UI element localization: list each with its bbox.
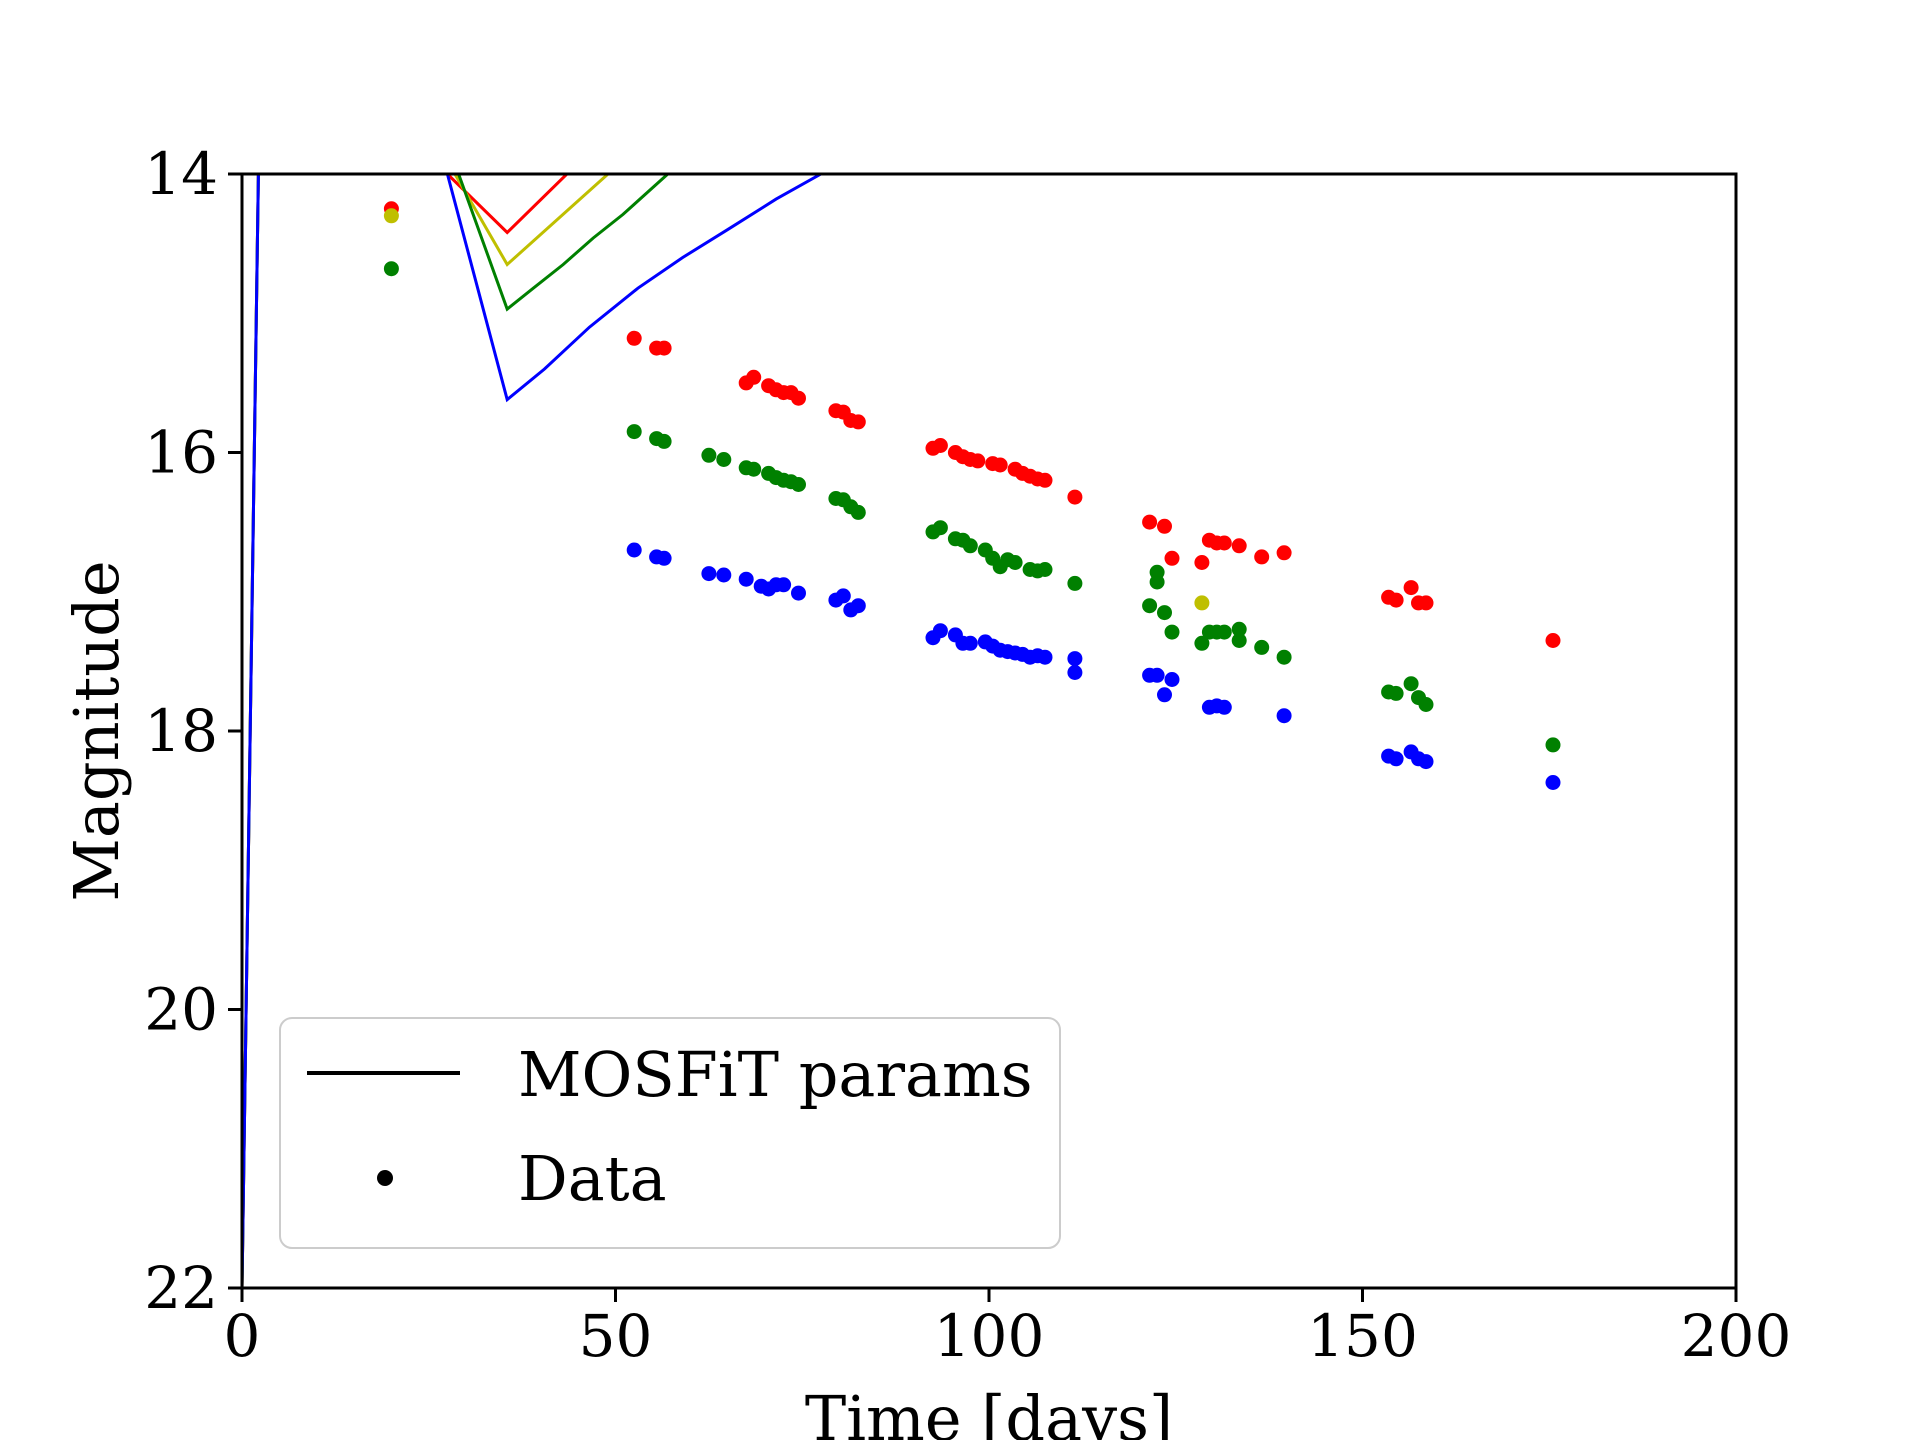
data-point-red [1403,580,1419,596]
data-point-blue [850,598,866,614]
data-point-green [1216,624,1232,640]
data-point-blue [1545,775,1561,790]
data-point-red [1037,472,1053,488]
data-point-red [1231,538,1247,554]
data-point-red [1194,555,1210,570]
data-point-yellow [383,208,399,224]
data-point-red [1142,514,1158,530]
legend-label-model: MOSFiT params [518,1038,1033,1111]
data-point-yellow [1194,595,1210,611]
x-tick-label: 50 [579,1302,653,1370]
data-point-red [1545,633,1561,648]
data-point-green [1545,737,1561,753]
data-point-green [1142,598,1158,614]
data-point-red [791,390,806,406]
data-point-green [656,433,672,449]
data-point-red [626,330,642,346]
data-point-red [1157,518,1172,534]
data-point-blue [738,571,754,587]
legend-dot-swatch [377,1170,393,1186]
data-point-green [791,477,806,492]
data-point-blue [1149,667,1165,683]
y-axis-title: Magnitude [60,560,133,901]
data-point-green [1067,575,1083,591]
x-axis: 0 50 100 150 200 [224,1288,1792,1370]
data-point-red [850,414,866,430]
data-point-green [1157,605,1172,621]
data-point-green [1254,639,1270,655]
data-point-green [1037,562,1053,577]
data-points [383,201,1561,790]
data-point-blue [1388,751,1404,767]
data-point-blue [1037,649,1053,665]
data-point-green [962,538,978,554]
legend: MOSFiT params Data [279,1017,1061,1249]
data-point-green [1149,564,1165,580]
data-point-blue [701,566,717,582]
y-tick-label: 16 [144,419,218,487]
data-point-green [383,261,399,277]
data-point-green [1164,624,1180,640]
data-point-red [1216,535,1232,551]
data-point-blue [1418,754,1434,770]
y-tick-label: 14 [144,140,218,208]
model-lines [242,174,822,1288]
data-point-blue [626,542,642,558]
data-point-blue [835,588,851,604]
data-point-green [1007,555,1023,570]
data-point-red [970,453,986,469]
data-point-blue [962,635,978,651]
data-point-blue [1216,699,1232,715]
data-point-green [1194,635,1210,651]
data-point-red [1276,545,1292,561]
y-axis: 14 16 18 20 22 [144,140,242,1322]
x-tick-label: 150 [1307,1302,1418,1370]
data-point-green [746,461,762,477]
data-point-blue [932,623,948,639]
data-point-green [1231,633,1247,648]
data-point-blue [1164,672,1180,687]
legend-box [279,1017,1061,1249]
legend-label-data: Data [518,1142,667,1215]
data-point-green [850,504,866,520]
data-point-blue [1276,708,1292,724]
data-point-green [1418,697,1434,712]
data-point-red [1067,489,1083,505]
data-point-blue [1067,651,1083,667]
data-point-red [1164,550,1180,566]
data-point-green [626,424,642,440]
data-point-red [992,457,1008,473]
model-line-green [242,174,669,1288]
x-tick-label: 200 [1681,1302,1792,1370]
data-point-red [1418,595,1434,611]
data-point-red [932,438,948,453]
data-point-red [656,340,672,356]
x-tick-label: 100 [934,1302,1045,1370]
y-tick-label: 20 [144,976,218,1044]
data-point-green [932,520,948,536]
x-axis-title: Time [days] [805,1382,1173,1440]
x-tick-label: 0 [224,1302,261,1370]
data-point-blue [716,567,732,583]
data-point-blue [1067,665,1083,680]
data-point-green [1231,621,1247,637]
data-point-green [716,452,732,467]
y-tick-label: 18 [144,697,218,765]
data-point-red [1388,592,1404,608]
data-point-red [1254,549,1270,565]
data-point-green [1388,685,1404,701]
data-point-blue [1157,687,1172,703]
data-point-red [746,369,762,385]
data-point-green [701,447,717,463]
model-line-blue [242,174,822,1288]
data-point-blue [776,577,792,593]
data-point-blue [656,550,672,566]
data-point-green [1276,649,1292,665]
data-point-green [1403,676,1419,692]
data-point-blue [791,585,806,601]
y-tick-label: 22 [144,1254,218,1322]
